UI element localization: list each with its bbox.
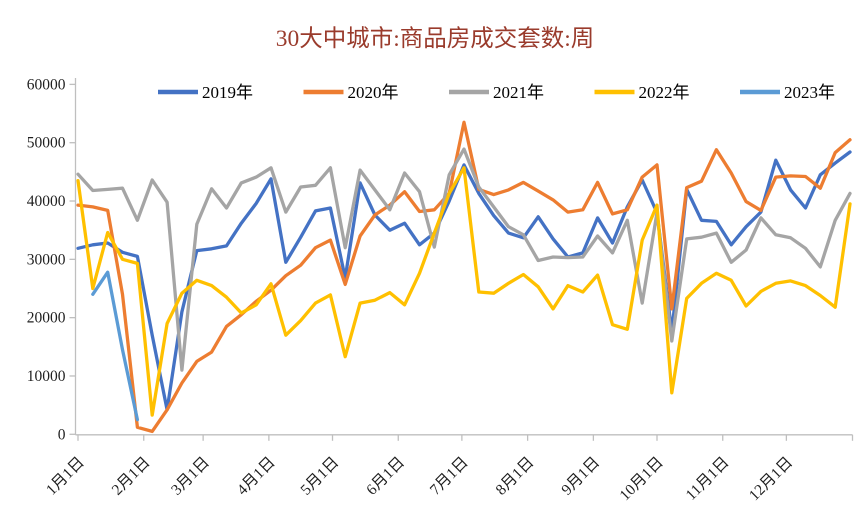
- series-line-2020: [76, 120, 852, 434]
- series-line-2021: [76, 147, 852, 372]
- x-axis-tick-label: 10月1日: [616, 454, 666, 504]
- y-axis-tick-label: 0: [58, 426, 66, 443]
- x-axis-tick-label: 9月1日: [558, 454, 603, 499]
- legend-label-2022: 2022年: [639, 83, 690, 102]
- x-axis-tick-label: 5月1日: [297, 454, 342, 499]
- y-axis-tick-label: 40000: [27, 193, 66, 210]
- x-axis-tick-label: 8月1日: [493, 454, 538, 499]
- legend-item-2022: 2022年: [594, 83, 690, 102]
- series-line-2022: [76, 166, 852, 417]
- series-line-2023: [91, 270, 140, 422]
- x-axis: 1月1日 2月1日 3月1日 4月1日 5月1日 6月1日 7月1日 8月1日 9月1日 10月1…: [43, 434, 854, 504]
- y-axis: 0 10000 20000 30000 40000 50000 60000: [27, 76, 77, 443]
- y-axis-tick-label: 20000: [27, 310, 66, 327]
- chart-title: 30大中城市:商品房成交套数:周: [276, 25, 595, 52]
- chart-legend: 2019年 2020年 2021年 2022年 2023年: [158, 83, 835, 102]
- legend-label-2020: 2020年: [348, 83, 399, 102]
- y-axis-tick-label: 50000: [27, 135, 66, 152]
- legend-item-2020: 2020年: [303, 83, 399, 102]
- series-line-2019: [76, 150, 852, 412]
- legend-item-2023: 2023年: [740, 83, 835, 102]
- x-axis-tick-label: 6月1日: [363, 454, 408, 499]
- x-axis-tick-label: 12月1日: [746, 454, 796, 504]
- legend-item-2021: 2021年: [449, 83, 544, 102]
- x-axis-tick-label: 7月1日: [427, 454, 472, 499]
- x-axis-tick-label: 1月1日: [43, 454, 88, 499]
- legend-label-2019: 2019年: [202, 83, 253, 102]
- y-axis-tick-label: 30000: [27, 251, 66, 268]
- legend-label-2023: 2023年: [784, 83, 835, 102]
- legend-item-2019: 2019年: [158, 83, 253, 102]
- series-lines: [76, 120, 852, 434]
- x-axis-tick-label: 2月1日: [109, 454, 154, 499]
- x-axis-tick-label: 4月1日: [234, 454, 279, 499]
- x-axis-tick-label: 3月1日: [168, 454, 213, 499]
- y-axis-tick-label: 10000: [27, 368, 66, 385]
- y-axis-tick-label: 60000: [27, 76, 66, 93]
- legend-label-2021: 2021年: [493, 83, 544, 102]
- x-axis-tick-label: 11月1日: [683, 454, 733, 504]
